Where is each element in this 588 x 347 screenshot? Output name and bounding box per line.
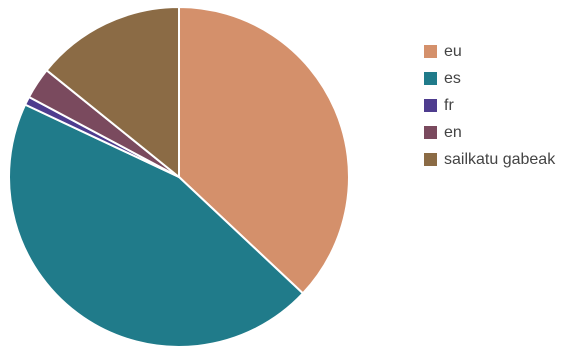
legend-item: fr: [424, 92, 555, 119]
legend-swatch: [424, 126, 437, 139]
legend-label: sailkatu gabeak: [444, 150, 556, 168]
legend-swatch: [424, 45, 437, 58]
chart-legend: eu es fr en sailkatu gabeak: [424, 38, 555, 173]
legend-swatch: [424, 99, 437, 112]
legend-item: es: [424, 65, 555, 92]
legend-item: sailkatu gabeak: [424, 146, 555, 173]
pie-slice-eu: [178, 6, 350, 295]
legend-item: en: [424, 119, 555, 146]
legend-label: es: [444, 69, 461, 87]
legend-label: fr: [444, 96, 454, 114]
pie-slices: [8, 6, 350, 347]
pie-slice-sailkatu-gabeak: [45, 6, 180, 178]
pie-slice-es: [8, 103, 304, 347]
legend-swatch: [424, 153, 437, 166]
legend-item: eu: [424, 38, 555, 65]
legend-label: en: [444, 123, 462, 141]
legend-label: eu: [444, 42, 462, 60]
legend-swatch: [424, 72, 437, 85]
